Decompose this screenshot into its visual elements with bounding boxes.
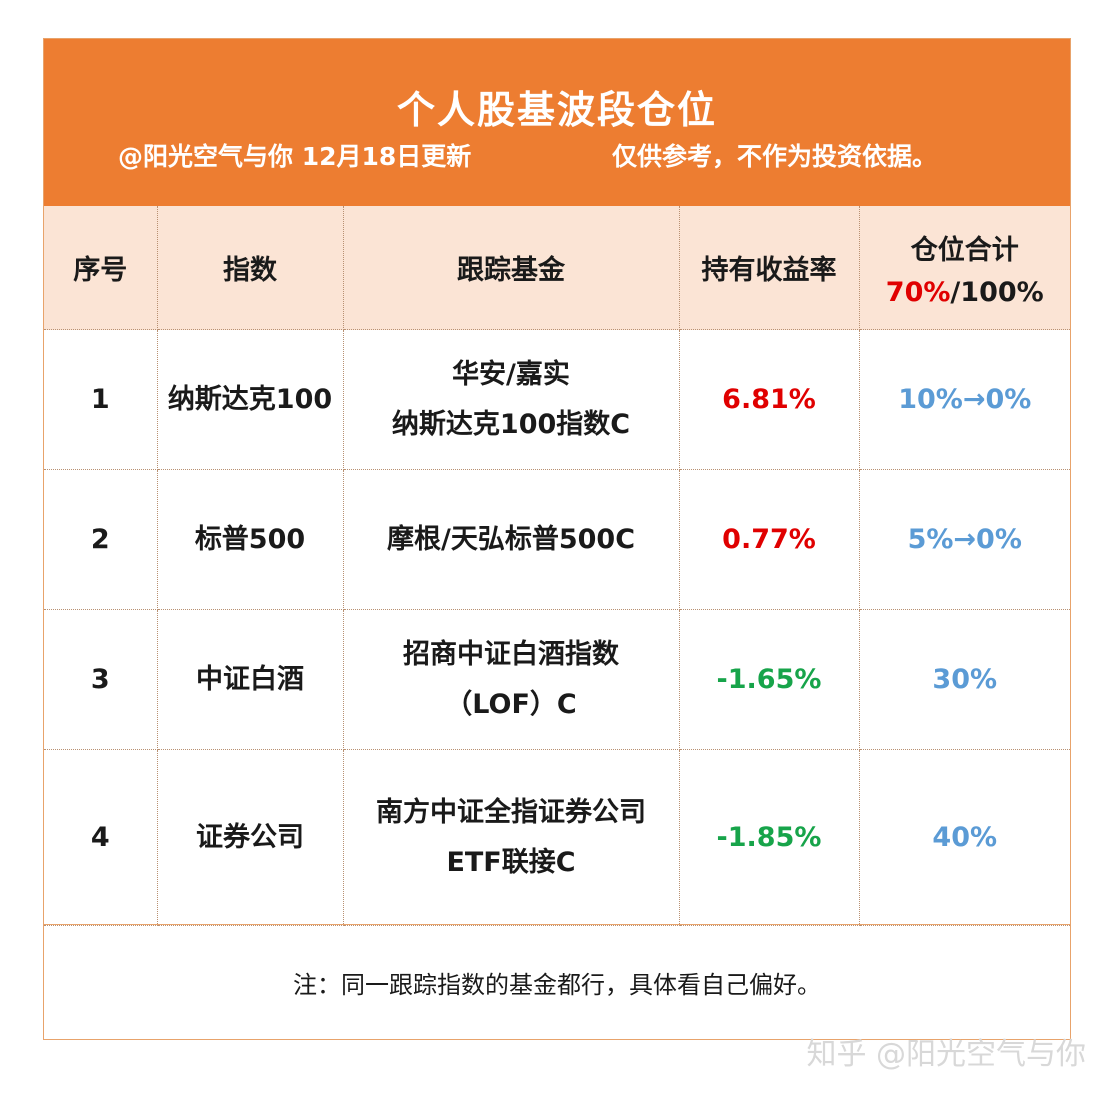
- cell-index: 中证白酒: [157, 609, 344, 750]
- cell-index: 纳斯达克100: [157, 329, 344, 470]
- watermark: 知乎 @阳光空气与你: [806, 1037, 1086, 1072]
- fund-line-1: 华安/嘉实: [452, 358, 570, 390]
- cell-return: 0.77%: [679, 469, 860, 610]
- fund-line-2: ETF联接C: [446, 846, 576, 878]
- table-row: 4 证券公司 南方中证全指证券公司 ETF联接C -1.85% 40%: [44, 749, 1070, 926]
- col-header-no: 序号: [44, 206, 158, 330]
- subtitle-disclaimer: 仅供参考，不作为投资依据。: [612, 142, 938, 171]
- cell-fund: 华安/嘉实纳斯达克100指数C: [343, 329, 680, 470]
- fund-line-1: 摩根/天弘标普500C: [386, 523, 636, 555]
- position-current: 70%: [885, 276, 951, 308]
- cell-return: 6.81%: [679, 329, 860, 470]
- fund-line-1: 招商中证白酒指数: [403, 638, 619, 670]
- subtitle-author-date: @阳光空气与你 12月18日更新: [118, 142, 472, 171]
- col-header-return: 持有收益率: [679, 206, 860, 330]
- cell-index: 标普500: [157, 469, 344, 610]
- cell-position: 5%→0%: [859, 469, 1070, 610]
- table-row: 3 中证白酒 招商中证白酒指数 （LOF）C -1.65% 30%: [44, 609, 1070, 750]
- cell-fund: 南方中证全指证券公司 ETF联接C: [343, 749, 680, 926]
- cell-no: 3: [44, 609, 158, 750]
- header-banner: 个人股基波段仓位 @阳光空气与你 12月18日更新 仅供参考，不作为投资依据。: [44, 39, 1070, 206]
- cell-return: -1.65%: [679, 609, 860, 750]
- cell-no: 1: [44, 329, 158, 470]
- position-total: /100%: [950, 276, 1044, 308]
- cell-position: 30%: [859, 609, 1070, 750]
- cell-no: 2: [44, 469, 158, 610]
- fund-line-2: 纳斯达克100指数C: [391, 408, 631, 440]
- position-title: 仓位合计: [910, 234, 1019, 266]
- cell-index: 证券公司: [157, 749, 344, 926]
- fund-line-2: （LOF）C: [445, 688, 577, 720]
- col-header-position: 仓位合计 70%/100%: [859, 206, 1070, 330]
- position-table: 序号 指数 跟踪基金 持有收益率 仓位合计 70%/100% 1 纳斯达克100…: [44, 206, 1070, 926]
- position-summary: 70%/100%: [860, 277, 1071, 308]
- cell-position: 40%: [859, 749, 1070, 926]
- cell-no: 4: [44, 749, 158, 926]
- footnote: 注：同一跟踪指数的基金都行，具体看自己偏好。: [44, 924, 1070, 1040]
- cell-fund: 摩根/天弘标普500C: [343, 469, 680, 610]
- col-header-fund: 跟踪基金: [343, 206, 680, 330]
- table-header-row: 序号 指数 跟踪基金 持有收益率 仓位合计 70%/100%: [44, 206, 1070, 330]
- col-header-index: 指数: [157, 206, 344, 330]
- table-row: 1 纳斯达克100 华安/嘉实纳斯达克100指数C 6.81% 10%→0%: [44, 329, 1070, 470]
- page-title: 个人股基波段仓位: [396, 88, 717, 132]
- cell-position: 10%→0%: [859, 329, 1070, 470]
- fund-line-1: 南方中证全指证券公司: [376, 796, 646, 828]
- position-card: 个人股基波段仓位 @阳光空气与你 12月18日更新 仅供参考，不作为投资依据。 …: [43, 38, 1071, 1040]
- table-row: 2 标普500 摩根/天弘标普500C 0.77% 5%→0%: [44, 469, 1070, 610]
- cell-fund: 招商中证白酒指数 （LOF）C: [343, 609, 680, 750]
- cell-return: -1.85%: [679, 749, 860, 926]
